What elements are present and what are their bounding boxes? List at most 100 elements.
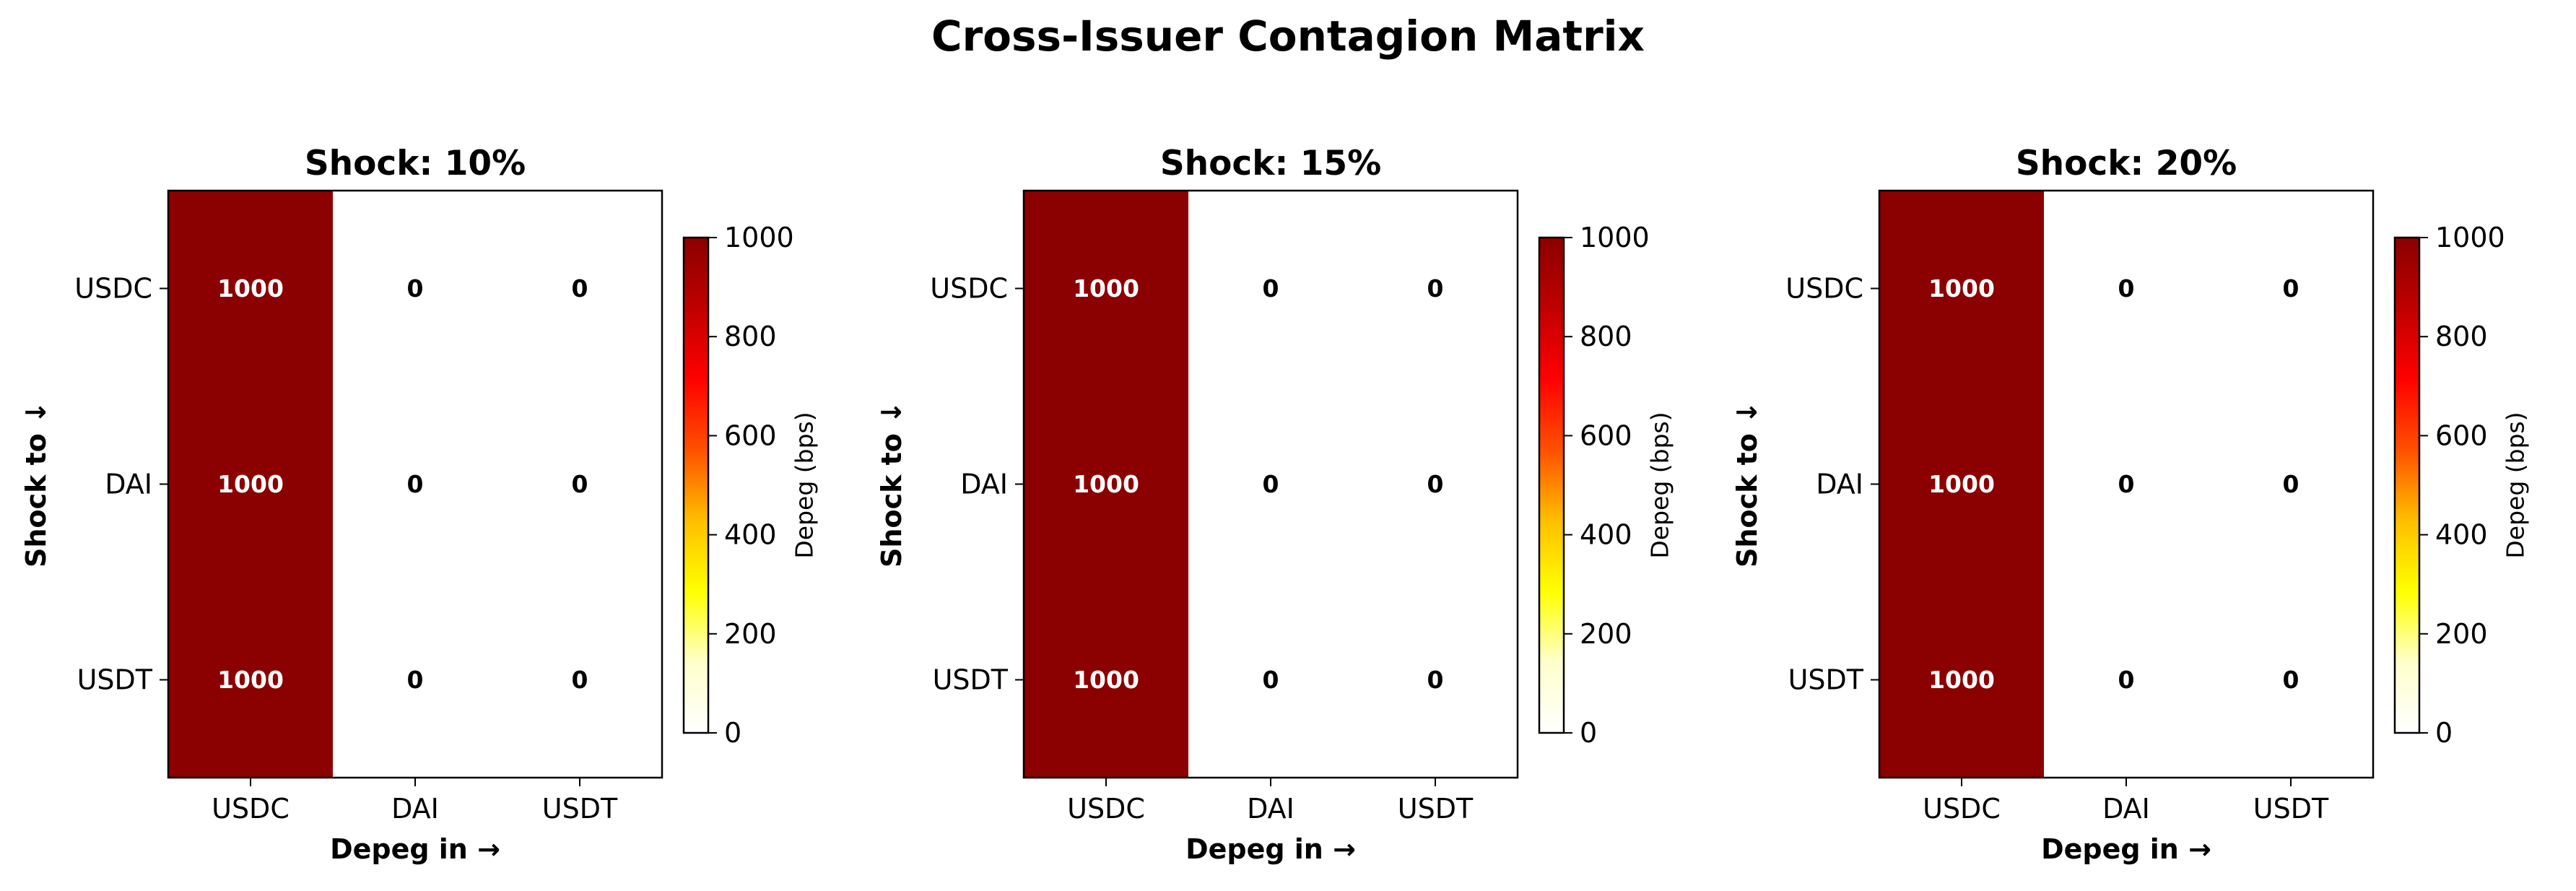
x-tick-label: USDC — [212, 793, 290, 825]
heatmap-cell — [2209, 191, 2374, 387]
cell-value-label: 1000 — [1073, 274, 1139, 303]
heatmap-cell — [497, 191, 663, 387]
y-axis-label: Shock to ↓ — [20, 401, 52, 568]
colorbar-tick-label: 0 — [2435, 717, 2453, 749]
cell-value-label: 0 — [1263, 470, 1279, 498]
cell-value-label: 0 — [572, 274, 588, 303]
heatmap-cell — [1879, 191, 2045, 387]
cell-value-label: 1000 — [217, 274, 284, 303]
cell-value-label: 1000 — [1073, 666, 1139, 694]
colorbar-gradient — [2395, 238, 2419, 733]
colorbar-label: Depeg (bps) — [1646, 412, 1674, 558]
cell-value-label: 0 — [407, 666, 424, 694]
colorbar-frame — [1538, 236, 1565, 734]
y-tick-label: DAI — [105, 469, 152, 500]
colorbar-tick-label: 0 — [724, 717, 741, 749]
colorbar-tick-label: 200 — [724, 618, 777, 650]
x-tick-label: USDC — [1923, 793, 2001, 825]
cell-value-label: 0 — [2118, 470, 2135, 498]
y-tick-label: USDC — [74, 273, 152, 305]
heatmap-panel: Shock: 10% 1000 0 0 1000 0 0 1000 0 0 USDC DAI USDT U… — [20, 144, 819, 865]
cell-value-label: 1000 — [1928, 274, 1995, 303]
y-tick-label: USDC — [1785, 273, 1863, 305]
cell-value-label: 0 — [2283, 666, 2299, 694]
colorbar-gradient — [684, 238, 708, 733]
heatmap-cell — [1024, 582, 1189, 778]
heatmap-panels: Shock: 10% 1000 0 0 1000 0 0 1000 0 0 USDC DAI USDT U… — [20, 144, 2530, 865]
heatmap-cell — [1024, 386, 1189, 583]
heatmap-cell — [333, 191, 498, 387]
colorbar-tick-label: 200 — [2435, 618, 2488, 650]
colorbar-frame — [2393, 236, 2421, 734]
heatmap-cell — [1024, 191, 1189, 387]
cell-value-label: 0 — [2283, 274, 2299, 303]
colorbar-tick-label: 1000 — [2435, 222, 2505, 253]
cell-value-label: 0 — [2118, 274, 2135, 303]
heatmap-cell — [1353, 386, 1518, 583]
heatmap-cell — [2044, 386, 2209, 583]
x-tick-label: DAI — [391, 793, 439, 825]
colorbar-tick-label: 400 — [2435, 519, 2488, 551]
x-tick-label: USDT — [1398, 793, 1474, 825]
colorbar-label: Depeg (bps) — [791, 412, 819, 558]
colorbar-tick-label: 400 — [1580, 519, 1632, 551]
heatmap-cell — [2044, 582, 2209, 778]
cell-value-label: 0 — [407, 470, 424, 498]
cell-value-label: 0 — [2118, 666, 2135, 694]
colorbar-tick-label: 600 — [724, 420, 777, 451]
cell-value-label: 1000 — [1928, 666, 1995, 694]
colorbar-tick-label: 800 — [1580, 321, 1632, 352]
heatmap-cell — [333, 582, 498, 778]
heatmap-panel: Shock: 15% 1000 0 0 1000 0 0 1000 0 0 USDC DAI USDT U… — [876, 144, 1674, 865]
x-tick-label: USDT — [2253, 793, 2329, 825]
cell-value-label: 0 — [572, 666, 588, 694]
y-tick-label: USDT — [933, 664, 1009, 696]
heatmap-panel: Shock: 20% 1000 0 0 1000 0 0 1000 0 0 USDC DAI USDT U… — [1731, 144, 2530, 865]
colorbar-tick-label: 800 — [724, 321, 777, 352]
colorbar-tick-label: 600 — [2435, 420, 2488, 451]
y-axis-label: Shock to ↓ — [876, 401, 908, 568]
heatmap-cell — [1188, 582, 1354, 778]
heatmap-cell — [1879, 582, 2045, 778]
panel-title: Shock: 10% — [305, 144, 526, 183]
panel-title: Shock: 15% — [1160, 144, 1381, 183]
x-tick-label: USDT — [542, 793, 618, 825]
heatmap-cell — [2209, 386, 2374, 583]
colorbar-tick-label: 1000 — [1580, 222, 1650, 253]
x-tick-label: DAI — [1247, 793, 1294, 825]
heatmap-cell — [168, 191, 334, 387]
heatmap-cell — [168, 386, 334, 583]
colorbar-tick-label: 400 — [724, 519, 777, 551]
cell-value-label: 0 — [1427, 470, 1444, 498]
cell-value-label: 1000 — [1073, 470, 1139, 498]
cell-value-label: 0 — [1263, 666, 1279, 694]
figure-title: Cross-Issuer Contagion Matrix — [931, 12, 1645, 61]
heatmap-cell — [1188, 386, 1354, 583]
colorbar-tick-label: 0 — [1580, 717, 1597, 749]
y-tick-label: USDT — [1788, 664, 1864, 696]
cell-value-label: 0 — [572, 470, 588, 498]
heatmap-cell — [1188, 191, 1354, 387]
heatmap-cell — [497, 386, 663, 583]
cell-value-label: 0 — [407, 274, 424, 303]
x-axis-label: Depeg in → — [1185, 833, 1356, 865]
y-tick-label: USDT — [77, 664, 153, 696]
cell-value-label: 1000 — [217, 666, 284, 694]
cell-value-label: 0 — [1427, 274, 1444, 303]
colorbar-frame — [682, 236, 710, 734]
colorbar-tick-label: 800 — [2435, 321, 2488, 352]
cell-value-label: 0 — [1263, 274, 1279, 303]
y-axis-label: Shock to ↓ — [1731, 401, 1763, 568]
cell-value-label: 0 — [1427, 666, 1444, 694]
cell-value-label: 1000 — [1928, 470, 1995, 498]
colorbar-gradient — [1539, 238, 1564, 733]
heatmap-cell — [333, 386, 498, 583]
x-tick-label: DAI — [2102, 793, 2150, 825]
heatmap-cell — [1353, 191, 1518, 387]
heatmap-cell — [497, 582, 663, 778]
colorbar-tick-label: 1000 — [724, 222, 794, 253]
colorbar-tick-label: 200 — [1580, 618, 1632, 650]
colorbar-label: Depeg (bps) — [2502, 412, 2530, 558]
heatmap-cell — [168, 582, 334, 778]
